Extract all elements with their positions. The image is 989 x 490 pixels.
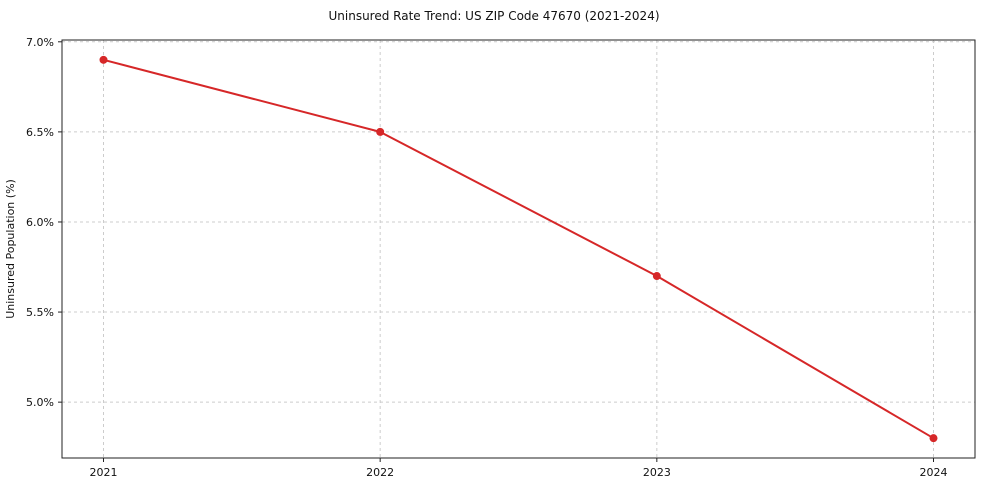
y-tick-label: 5.0% (26, 396, 54, 409)
y-tick-label: 5.5% (26, 306, 54, 319)
x-tick-label: 2021 (90, 466, 118, 479)
trend-line (102, 58, 935, 440)
x-tick-label: 2023 (643, 466, 671, 479)
y-tick-label: 6.5% (26, 126, 54, 139)
chart-title: Uninsured Rate Trend: US ZIP Code 47670 … (328, 9, 659, 23)
x-tick-label: 2024 (920, 466, 948, 479)
data-point (929, 434, 938, 443)
x-tick-label: 2022 (366, 466, 394, 479)
plot-border (61, 39, 976, 459)
plot-area: 5.0% 5.5% 6.0% 6.5% 7.0% 2021 2022 2023 2024 (26, 36, 976, 479)
data-point (376, 127, 385, 136)
y-tick-label: 7.0% (26, 36, 54, 49)
y-axis-label: Uninsured Population (%) (4, 179, 17, 319)
data-point (99, 55, 108, 64)
y-tick-label: 6.0% (26, 216, 54, 229)
data-point (652, 272, 661, 281)
